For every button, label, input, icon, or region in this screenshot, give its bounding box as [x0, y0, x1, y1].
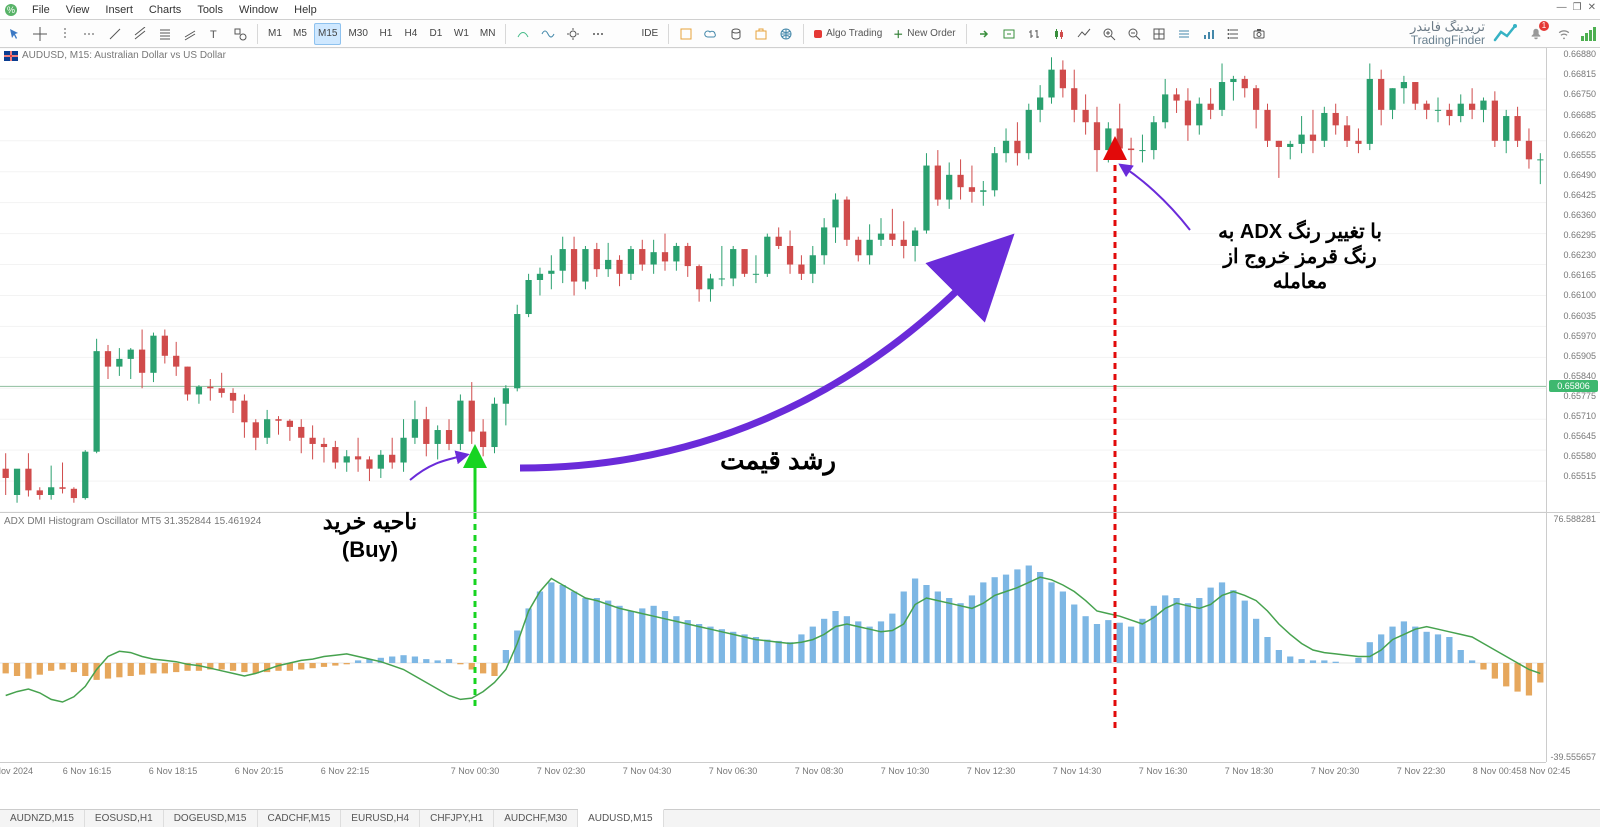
- timeframe-M1[interactable]: M1: [264, 23, 286, 45]
- timeframe-M15[interactable]: M15: [314, 23, 341, 45]
- new-order-label: New Order: [907, 28, 955, 39]
- hline-icon[interactable]: [79, 23, 101, 45]
- price-y-axis: 0.668800.668150.667500.666850.666200.665…: [1546, 48, 1600, 512]
- cursor-icon[interactable]: [4, 23, 26, 45]
- zoomin-icon[interactable]: [1098, 23, 1120, 45]
- ide-button[interactable]: IDE: [637, 23, 662, 45]
- timeframe-M30[interactable]: M30: [344, 23, 371, 45]
- menu-window[interactable]: Window: [231, 2, 286, 18]
- trend-icon[interactable]: [104, 23, 126, 45]
- cloud-icon[interactable]: [700, 23, 722, 45]
- menu-view[interactable]: View: [58, 2, 98, 18]
- channel-icon[interactable]: [179, 23, 201, 45]
- camera-icon[interactable]: [1248, 23, 1270, 45]
- objlist-icon[interactable]: [1223, 23, 1245, 45]
- tab-CHFJPY-H1[interactable]: CHFJPY,H1: [420, 810, 494, 827]
- flag-pair-icon: [4, 51, 18, 61]
- zoomout-icon[interactable]: [1123, 23, 1145, 45]
- settings-icon[interactable]: [562, 23, 584, 45]
- vline-icon[interactable]: [54, 23, 76, 45]
- connection-signal-icon: [1581, 27, 1596, 41]
- db-icon[interactable]: [725, 23, 747, 45]
- crosshair-icon[interactable]: [29, 23, 51, 45]
- menu-bar: % FileViewInsertChartsToolsWindowHelp — …: [0, 0, 1600, 20]
- exit-zone-label: با تغییر رنگ ADX بهرنگ قرمز خروج ازمعامل…: [1180, 220, 1420, 295]
- svg-text:%: %: [7, 5, 15, 15]
- tab-AUDUSD-M15[interactable]: AUDUSD,M15: [578, 809, 663, 827]
- algo-status-icon: [814, 30, 822, 38]
- algo-trading-button[interactable]: Algo Trading: [810, 23, 886, 45]
- zoomline-icon[interactable]: [512, 23, 534, 45]
- window-controls: — ❐ ✕: [1557, 2, 1596, 13]
- timeframe-H1[interactable]: H1: [375, 23, 397, 45]
- timeframe-W1[interactable]: W1: [450, 23, 473, 45]
- plus-icon: ＋: [893, 26, 903, 41]
- mkt-icon[interactable]: [750, 23, 772, 45]
- menu-charts[interactable]: Charts: [141, 2, 189, 18]
- menu-tools[interactable]: Tools: [189, 2, 231, 18]
- notifications-badge: 1: [1539, 21, 1549, 31]
- new-order-button[interactable]: ＋ New Order: [889, 23, 959, 45]
- chart-title: AUDUSD, M15: Australian Dollar vs US Dol…: [4, 50, 226, 61]
- volumes-icon[interactable]: [1198, 23, 1220, 45]
- app-logo-icon: %: [4, 3, 18, 17]
- minimize-icon[interactable]: —: [1557, 2, 1567, 13]
- tab-EURUSD-H4[interactable]: EURUSD,H4: [341, 810, 420, 827]
- bars-icon[interactable]: [1023, 23, 1045, 45]
- time-x-axis: 6 Nov 20246 Nov 16:156 Nov 18:156 Nov 20…: [0, 762, 1546, 782]
- brand-logo-icon: [1491, 20, 1519, 48]
- buy-zone-label: ناحیه خرید(Buy): [270, 508, 470, 563]
- wifi-icon: [1553, 23, 1575, 45]
- qt-icon[interactable]: [675, 23, 697, 45]
- tab-CADCHF-M15[interactable]: CADCHF,M15: [258, 810, 342, 827]
- timeframe-H4[interactable]: H4: [400, 23, 422, 45]
- indicator-y-axis: 76.588281 -39.555657: [1546, 512, 1600, 762]
- indicator-title: ADX DMI Histogram Oscillator MT5 31.3528…: [4, 516, 261, 527]
- main-toolbar: T M1M5M15M30H1H4D1W1MN IDE Algo Trading …: [0, 20, 1600, 48]
- tab-DOGEUSD-M15[interactable]: DOGEUSD,M15: [164, 810, 258, 827]
- brand-text: تریدینگ فایندر TradingFinder: [1410, 20, 1485, 47]
- indicator-panel[interactable]: [0, 512, 1546, 762]
- shapes-icon[interactable]: [229, 23, 251, 45]
- wave-icon[interactable]: [537, 23, 559, 45]
- symbol-label: AUDUSD, M15: Australian Dollar vs US Dol…: [22, 50, 226, 61]
- candles-icon[interactable]: [1048, 23, 1070, 45]
- maximize-icon[interactable]: ❐: [1573, 2, 1582, 13]
- price-chart-panel[interactable]: ناحیه خرید(Buy) رشد قیمت با تغییر رنگ AD…: [0, 48, 1546, 512]
- autoscroll-icon[interactable]: [998, 23, 1020, 45]
- menu-help[interactable]: Help: [286, 2, 325, 18]
- grid-icon[interactable]: [1148, 23, 1170, 45]
- shift-icon[interactable]: [973, 23, 995, 45]
- timeframe-D1[interactable]: D1: [425, 23, 447, 45]
- fibo-icon[interactable]: [154, 23, 176, 45]
- close-icon[interactable]: ✕: [1588, 2, 1596, 13]
- text-icon[interactable]: T: [204, 23, 226, 45]
- line-icon[interactable]: [1073, 23, 1095, 45]
- menu-insert[interactable]: Insert: [97, 2, 141, 18]
- globe-icon[interactable]: [775, 23, 797, 45]
- symbol-tabs: AUDNZD,M15EOSUSD,H1DOGEUSD,M15CADCHF,M15…: [0, 809, 1600, 827]
- levels-icon[interactable]: [1173, 23, 1195, 45]
- notifications-icon[interactable]: 1: [1525, 23, 1547, 45]
- equi-icon[interactable]: [129, 23, 151, 45]
- ide-icon[interactable]: [612, 23, 634, 45]
- menu-file[interactable]: File: [24, 2, 58, 18]
- more-icon[interactable]: [587, 23, 609, 45]
- price-growth-label: رشد قیمت: [720, 444, 836, 477]
- tab-EOSUSD-H1[interactable]: EOSUSD,H1: [85, 810, 164, 827]
- chart-workspace: AUDUSD, M15: Australian Dollar vs US Dol…: [0, 48, 1600, 809]
- tab-AUDNZD-M15[interactable]: AUDNZD,M15: [0, 810, 85, 827]
- timeframe-MN[interactable]: MN: [476, 23, 500, 45]
- timeframe-M5[interactable]: M5: [289, 23, 311, 45]
- algo-label: Algo Trading: [826, 28, 882, 39]
- svg-text:T: T: [210, 29, 217, 41]
- tab-AUDCHF-M30[interactable]: AUDCHF,M30: [494, 810, 578, 827]
